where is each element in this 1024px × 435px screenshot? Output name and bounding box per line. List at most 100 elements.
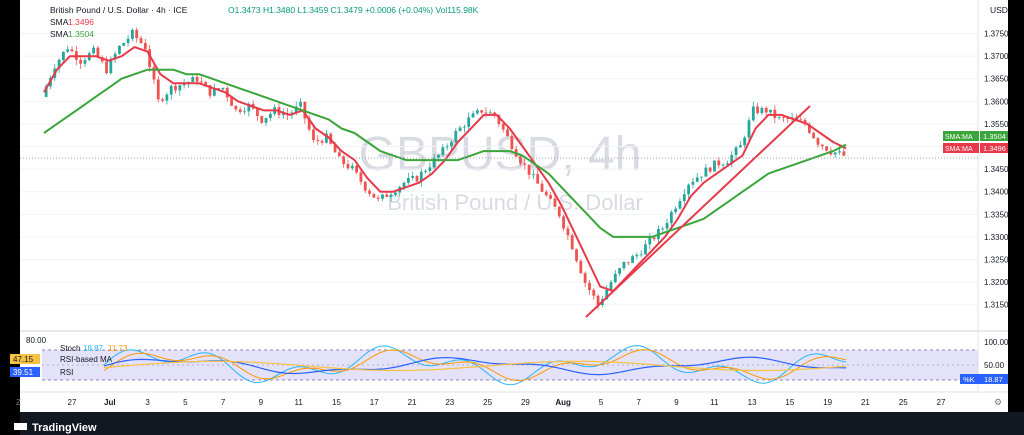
candle-body xyxy=(389,194,393,197)
rsi-ma-label[interactable]: RSI-based MA xyxy=(60,355,113,364)
sma2-label[interactable]: SMA xyxy=(50,29,69,39)
stoch-k-badge-value-bg xyxy=(980,374,1008,384)
candle-body xyxy=(161,99,164,101)
sma10-badge-value-bg xyxy=(980,143,1008,153)
price-tick-label: 1.3700 xyxy=(984,52,1009,61)
rsi-ma-line xyxy=(103,360,847,372)
rsi-label[interactable]: RSI xyxy=(60,368,73,377)
candle-body xyxy=(359,172,363,182)
candle-body xyxy=(717,160,721,166)
time-tick-label: 15 xyxy=(785,398,794,407)
tradingview-logo-icon xyxy=(14,423,27,430)
watermark-symbol: GBPUSD, 4h xyxy=(359,128,642,181)
candle-body xyxy=(195,77,199,82)
candle-body xyxy=(488,112,492,114)
candle-body xyxy=(463,126,466,128)
candle-body xyxy=(113,53,117,60)
candle-body xyxy=(751,106,755,121)
price-tick-label: 1.3300 xyxy=(984,233,1009,242)
sma50-badge-value: 1.3504 xyxy=(983,132,1006,141)
sma50-badge-value-bg xyxy=(980,131,1008,141)
candle-body xyxy=(182,83,186,86)
candle-body xyxy=(730,155,734,164)
candle-body xyxy=(139,38,143,43)
candle-body xyxy=(79,59,83,64)
candle-body xyxy=(506,129,509,137)
footer-bar xyxy=(20,412,1024,435)
candle-body xyxy=(454,130,458,143)
candle-body xyxy=(527,164,531,175)
timezone-icon[interactable]: Z xyxy=(16,398,21,407)
candle-body xyxy=(174,85,177,91)
candle-body xyxy=(566,228,570,236)
candle-body xyxy=(66,49,70,52)
sma-slow-line xyxy=(43,68,847,238)
candle-body xyxy=(156,79,160,100)
candle-body xyxy=(368,190,371,194)
candle-body xyxy=(243,111,246,113)
osc-tick-label: 50.00 xyxy=(984,361,1005,370)
candle-body xyxy=(268,113,272,119)
candle-body xyxy=(838,151,841,153)
symbol-title[interactable]: British Pound / U.S. Dollar · 4h · ICE xyxy=(50,5,188,15)
candle-body xyxy=(833,152,837,155)
candle-body xyxy=(644,244,647,255)
candle-body xyxy=(337,152,341,157)
stoch-d-line xyxy=(103,349,847,382)
candle-body xyxy=(316,139,320,141)
candle-body xyxy=(678,201,682,209)
time-tick-label: 27 xyxy=(68,398,77,407)
candle-body xyxy=(665,223,669,229)
sma10-badge-label-bg xyxy=(943,143,979,153)
candle-body xyxy=(165,94,169,101)
candle-body xyxy=(674,208,678,213)
candle-body xyxy=(842,151,846,156)
candle-body xyxy=(441,147,445,155)
candle-body xyxy=(575,249,578,261)
candle-body xyxy=(734,147,738,156)
candle-body xyxy=(807,124,811,133)
candle-body xyxy=(230,97,233,106)
trendline[interactable] xyxy=(585,105,811,318)
candle-body xyxy=(544,191,548,196)
candle-body xyxy=(738,145,742,148)
candle-body xyxy=(588,282,591,290)
time-tick-label: Jul xyxy=(104,398,116,407)
stoch-k-line xyxy=(103,345,847,386)
time-tick-label: 29 xyxy=(521,398,530,407)
rsi-ma-value: 47.15 xyxy=(13,355,34,364)
sma10-badge-label: SMA:MA xyxy=(945,146,973,153)
candle-body xyxy=(618,268,622,274)
candle-body xyxy=(691,181,695,185)
candle-body xyxy=(820,144,824,147)
currency-label[interactable]: USD xyxy=(990,5,1008,15)
candle-body xyxy=(467,117,471,127)
sma50-badge-label: SMA:MA xyxy=(945,134,973,141)
candle-body xyxy=(553,198,557,207)
candle-body xyxy=(363,181,367,191)
candle-body xyxy=(299,101,302,107)
candle-body xyxy=(687,184,691,195)
watermark-name: British Pound / U.S. Dollar xyxy=(387,190,643,215)
candle-body xyxy=(437,154,440,158)
candle-body xyxy=(307,118,311,130)
candle-body xyxy=(747,120,751,138)
candle-body xyxy=(234,105,238,110)
stoch-k-value: 18.87 xyxy=(83,344,104,353)
time-tick-label: 25 xyxy=(483,398,492,407)
candle-body xyxy=(402,182,406,187)
candle-body xyxy=(109,59,113,74)
candle-body xyxy=(199,81,203,83)
time-tick-label: 3 xyxy=(145,398,150,407)
candle-body xyxy=(523,163,527,165)
candle-body xyxy=(458,127,462,131)
candle-body xyxy=(764,107,768,113)
candle-body xyxy=(700,176,703,178)
stoch-label[interactable]: Stoch xyxy=(60,344,80,353)
candle-body xyxy=(557,206,561,217)
settings-gear-icon[interactable]: ⚙ xyxy=(994,397,1002,407)
sma1-value: 1.3496 xyxy=(68,17,94,27)
brand-name: TradingView xyxy=(32,422,97,434)
sma1-label[interactable]: SMA xyxy=(50,17,69,27)
